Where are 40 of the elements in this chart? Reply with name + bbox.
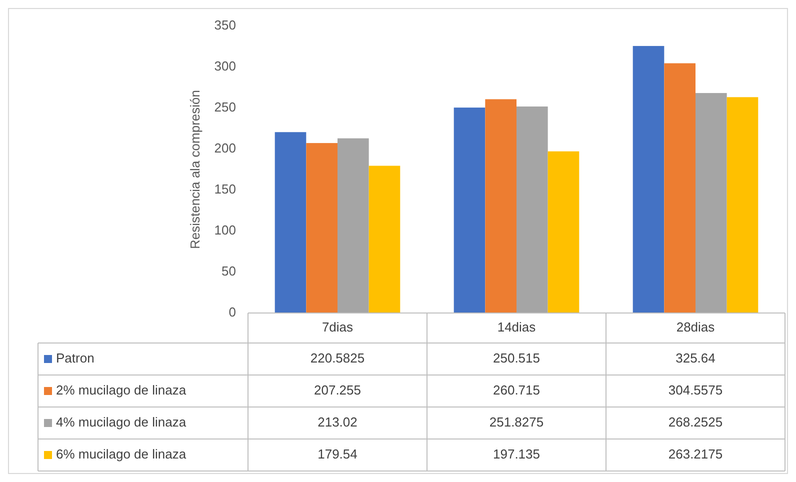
data-label: 250.515 [493, 350, 540, 366]
data-label: 197.135 [493, 446, 540, 462]
legend-label: Patron [56, 350, 94, 366]
bar [726, 97, 758, 313]
bar [274, 132, 306, 313]
x-tick-label: 28dias [676, 319, 716, 334]
data-label: 220.5825 [310, 350, 365, 366]
y-tick-label: 50 [222, 263, 236, 278]
y-tick-label: 0 [228, 304, 236, 320]
data-label: 260.715 [493, 382, 540, 398]
bar [548, 151, 580, 313]
y-tick-label: 350 [214, 17, 236, 32]
data-label: 325.64 [676, 350, 716, 366]
x-tick-label: 14dias [497, 319, 536, 334]
legend-label: 4% mucilago de linaza [56, 414, 187, 430]
bar [696, 93, 727, 313]
bar [664, 63, 696, 313]
bar [632, 46, 664, 313]
bar [454, 108, 486, 313]
data-label: 268.2525 [668, 414, 723, 430]
legend-label: 2% mucilago de linaza [56, 382, 187, 398]
data-label: 263.2175 [668, 446, 723, 462]
bar [306, 143, 338, 313]
legend-label: 6% mucilago de linaza [56, 446, 187, 462]
y-tick-label: 300 [214, 58, 236, 74]
data-label: 304.5575 [668, 382, 723, 398]
bar [368, 166, 400, 313]
y-axis-title: Resistencia ala compresión [187, 90, 202, 249]
bar [338, 138, 369, 313]
x-tick-label: 7dias [322, 319, 354, 334]
data-label: 207.255 [314, 382, 361, 398]
data-label: 179.54 [318, 446, 358, 462]
data-label: 213.02 [318, 414, 358, 430]
data-label: 251.8275 [489, 414, 544, 430]
bar [516, 106, 548, 313]
y-tick-label: 200 [214, 140, 236, 156]
y-tick-label: 250 [214, 99, 236, 114]
y-tick-label: 150 [214, 181, 236, 196]
y-tick-label: 100 [214, 222, 236, 238]
bar [485, 99, 516, 313]
